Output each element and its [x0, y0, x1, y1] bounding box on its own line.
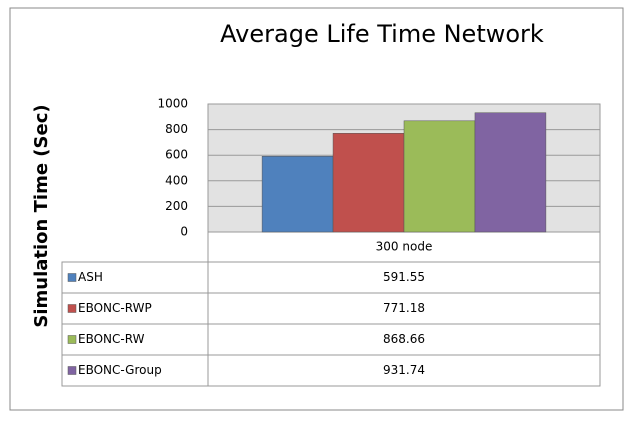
legend-label: EBONC-Group	[78, 363, 162, 377]
legend-key	[67, 304, 77, 313]
x-tick-label: 300 node	[376, 240, 433, 254]
bar	[261, 156, 334, 233]
data-table-cell	[207, 261, 601, 294]
y-tick-label: 400	[165, 173, 188, 187]
chart-title: Average Life Time Network	[220, 20, 544, 48]
legend-label: EBONC-RWP	[78, 301, 152, 315]
data-table-value: 591.55	[383, 270, 425, 284]
y-tick-label: 600	[165, 148, 188, 162]
legend-label: EBONC-RW	[78, 332, 145, 346]
data-table-value: 868.66	[383, 332, 425, 346]
data-table-cell	[207, 354, 601, 387]
data-table-header	[207, 231, 601, 263]
data-table-legend-cell	[61, 292, 209, 325]
legend-label: ASH	[78, 270, 103, 284]
bar	[332, 133, 405, 233]
data-table-legend-cell	[61, 261, 209, 294]
y-tick-label: 200	[165, 199, 188, 213]
y-axis-label: Simulation Time (Sec)	[31, 104, 52, 327]
y-tick-label: 0	[180, 225, 188, 239]
legend-key	[67, 273, 77, 282]
data-table-legend-cell	[61, 354, 209, 387]
y-tick-label: 1000	[157, 97, 188, 111]
bar	[403, 120, 476, 233]
data-table-cell	[207, 292, 601, 325]
data-table-legend-cell	[61, 323, 209, 356]
legend-key	[67, 335, 77, 344]
data-table-value: 931.74	[383, 363, 425, 377]
y-tick-label: 800	[165, 122, 188, 136]
legend-key	[67, 366, 77, 375]
bar	[474, 112, 547, 233]
data-table-value: 771.18	[383, 301, 425, 315]
